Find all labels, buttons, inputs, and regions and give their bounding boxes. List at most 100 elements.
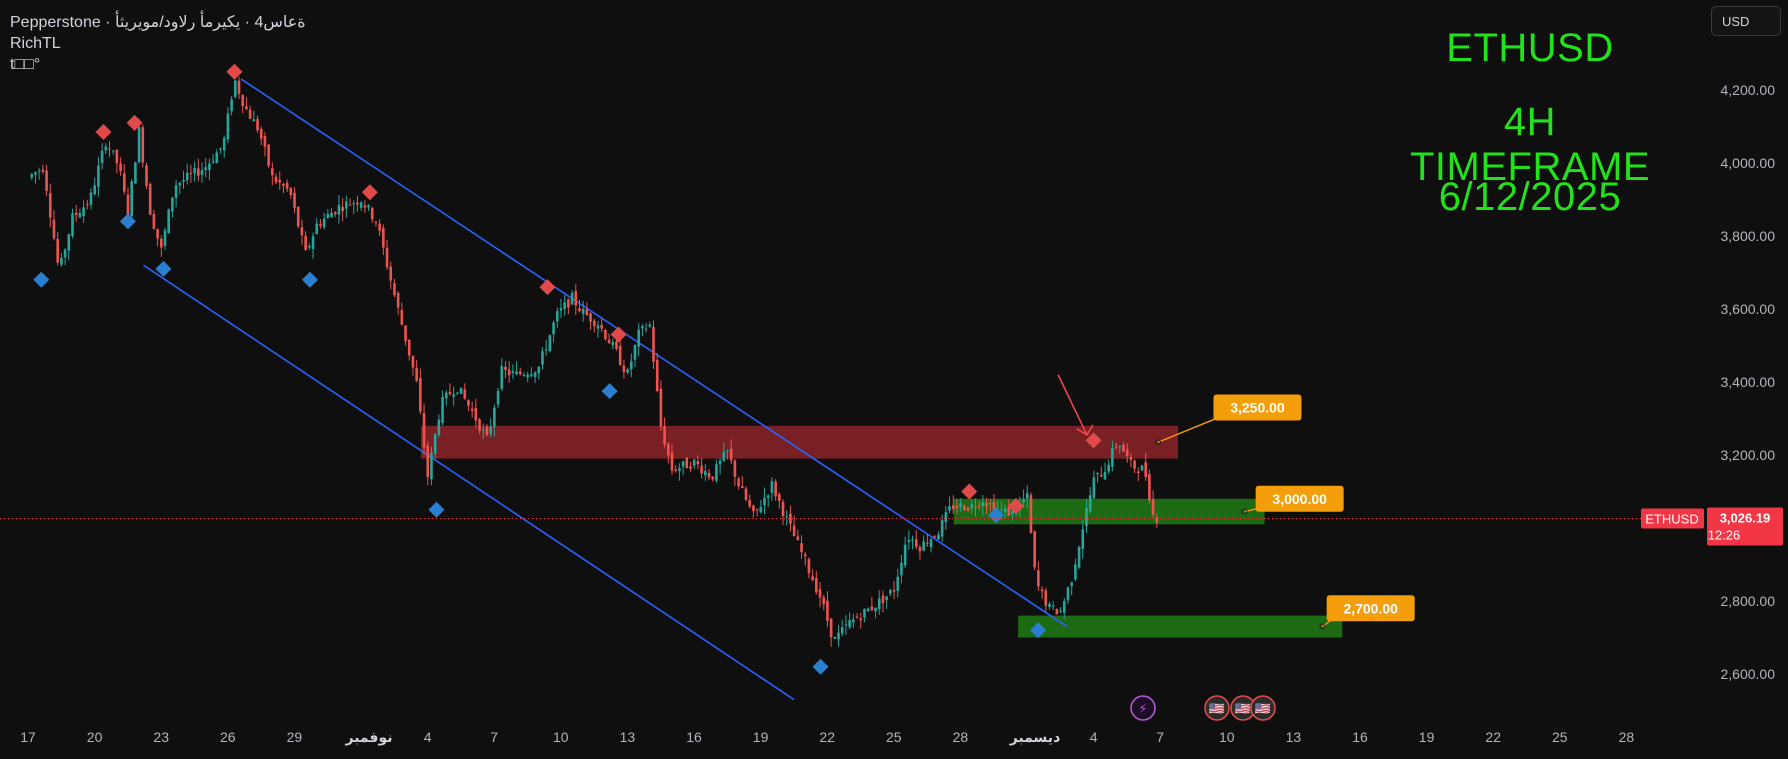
candle-body[interactable] <box>159 238 163 248</box>
candle-body[interactable] <box>1136 471 1140 474</box>
candle-body[interactable] <box>763 497 766 506</box>
candle-body[interactable] <box>211 161 215 163</box>
candle-body[interactable] <box>1151 499 1155 515</box>
candle-body[interactable] <box>537 366 541 374</box>
candle-body[interactable] <box>937 534 940 540</box>
candle-body[interactable] <box>681 461 685 467</box>
candle-body[interactable] <box>430 452 433 480</box>
candle-body[interactable] <box>944 512 948 523</box>
candle-body[interactable] <box>1140 465 1144 471</box>
candle-body[interactable] <box>822 597 826 605</box>
candle-body[interactable] <box>34 172 37 175</box>
candle-body[interactable] <box>837 632 840 640</box>
candle-body[interactable] <box>104 146 108 151</box>
candle-body[interactable] <box>108 148 111 150</box>
candle-body[interactable] <box>1037 570 1040 587</box>
channel-lower-line[interactable] <box>142 264 795 701</box>
candle-body[interactable] <box>126 194 130 218</box>
candle-body[interactable] <box>644 328 648 330</box>
candle-body[interactable] <box>74 212 78 215</box>
candle-body[interactable] <box>437 419 441 435</box>
candle-body[interactable] <box>130 181 133 217</box>
candle-body[interactable] <box>141 127 145 163</box>
zone-support-lower[interactable] <box>1018 615 1343 638</box>
candle-body[interactable] <box>652 327 655 362</box>
candle-body[interactable] <box>1077 547 1081 568</box>
candle-body[interactable] <box>692 459 696 466</box>
candle-body[interactable] <box>308 245 311 248</box>
candle-body[interactable] <box>1107 464 1110 472</box>
candle-body[interactable] <box>219 148 222 150</box>
candle-body[interactable] <box>245 106 248 110</box>
candle-body[interactable] <box>370 208 374 220</box>
candle-body[interactable] <box>711 476 715 480</box>
candle-body[interactable] <box>234 80 237 97</box>
candle-body[interactable] <box>596 325 600 329</box>
candle-body[interactable] <box>456 392 459 394</box>
candle-body[interactable] <box>1099 474 1103 477</box>
candle-body[interactable] <box>404 325 407 342</box>
candle-body[interactable] <box>926 542 929 545</box>
candle-body[interactable] <box>278 179 282 183</box>
candle-body[interactable] <box>655 359 659 391</box>
candle-body[interactable] <box>1081 529 1085 550</box>
candle-body[interactable] <box>951 505 955 510</box>
candle-body[interactable] <box>333 212 337 215</box>
candle-body[interactable] <box>974 506 977 508</box>
candle-body[interactable] <box>663 426 666 445</box>
candle-body[interactable] <box>1055 608 1059 615</box>
candle-body[interactable] <box>988 503 992 505</box>
candle-body[interactable] <box>389 266 393 281</box>
candle-body[interactable] <box>866 608 870 612</box>
candle-body[interactable] <box>67 234 71 251</box>
candle-body[interactable] <box>1074 564 1077 580</box>
candle-body[interactable] <box>911 539 914 541</box>
candle-body[interactable] <box>1000 509 1003 511</box>
pivot-high-marker[interactable] <box>95 123 112 140</box>
candle-body[interactable] <box>222 137 226 151</box>
candle-body[interactable] <box>1144 462 1147 477</box>
candle-body[interactable] <box>1051 605 1055 607</box>
candle-body[interactable] <box>981 502 985 506</box>
candle-body[interactable] <box>359 202 363 208</box>
candle-body[interactable] <box>844 624 848 626</box>
candle-body[interactable] <box>48 193 52 218</box>
pivot-low-marker[interactable] <box>119 213 136 230</box>
candle-body[interactable] <box>189 172 193 174</box>
candle-body[interactable] <box>800 543 803 553</box>
candle-body[interactable] <box>774 481 777 497</box>
candle-body[interactable] <box>818 589 822 598</box>
candle-body[interactable] <box>1114 446 1118 448</box>
candle-body[interactable] <box>659 388 663 427</box>
candle-body[interactable] <box>1022 499 1025 503</box>
candle-body[interactable] <box>567 299 570 308</box>
candle-body[interactable] <box>500 365 504 389</box>
candle-body[interactable] <box>511 371 515 374</box>
callout-label-box[interactable] <box>1213 394 1302 421</box>
pivot-high-marker[interactable] <box>226 63 243 80</box>
candle-body[interactable] <box>859 618 863 621</box>
candle-body[interactable] <box>807 559 811 574</box>
candle-body[interactable] <box>137 127 141 163</box>
candle-body[interactable] <box>641 326 644 329</box>
candle-body[interactable] <box>289 188 293 195</box>
candle-body[interactable] <box>726 450 729 452</box>
candle-body[interactable] <box>200 170 204 175</box>
candle-body[interactable] <box>966 507 970 511</box>
candle-body[interactable] <box>933 536 937 538</box>
candle-body[interactable] <box>193 168 196 174</box>
candle-body[interactable] <box>463 389 467 399</box>
candle-body[interactable] <box>300 227 304 236</box>
candle-body[interactable] <box>704 471 707 476</box>
candle-body[interactable] <box>829 618 833 638</box>
pivot-low-marker[interactable] <box>1030 622 1047 639</box>
candle-body[interactable] <box>870 606 874 610</box>
candle-body[interactable] <box>748 499 752 507</box>
candle-body[interactable] <box>559 308 563 311</box>
candle-body[interactable] <box>940 520 944 537</box>
candle-body[interactable] <box>259 128 263 139</box>
candle-body[interactable] <box>574 291 578 306</box>
candle-body[interactable] <box>341 207 344 211</box>
candle-body[interactable] <box>848 620 851 628</box>
